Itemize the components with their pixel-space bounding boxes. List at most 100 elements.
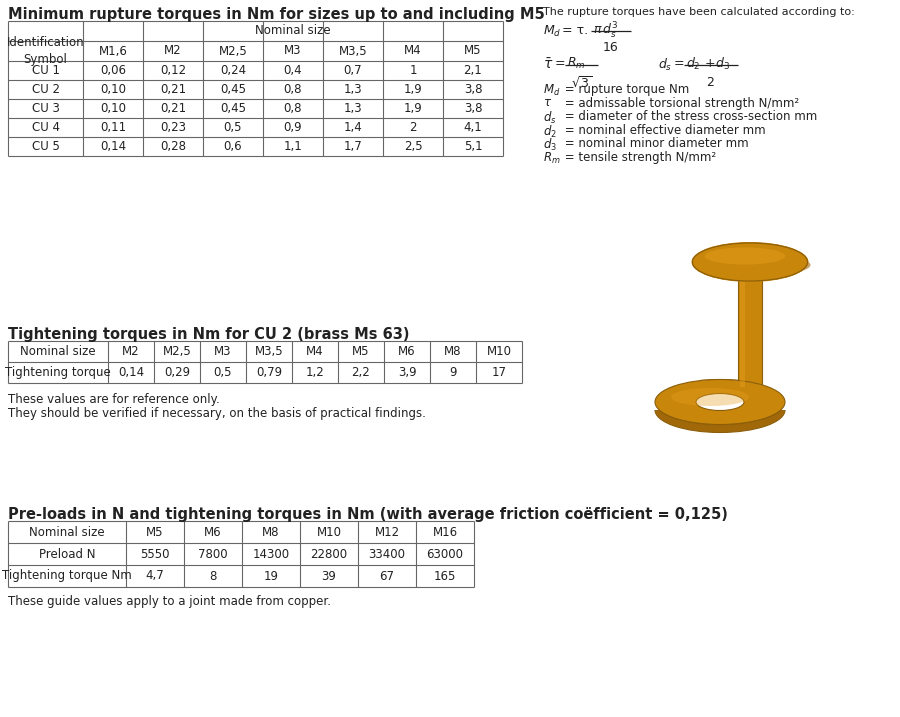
Text: 9: 9	[449, 366, 456, 379]
Text: =: =	[674, 57, 685, 70]
Text: 16: 16	[603, 41, 619, 54]
Text: 3,8: 3,8	[464, 83, 482, 96]
Text: These values are for reference only.: These values are for reference only.	[8, 393, 220, 406]
Text: 67: 67	[380, 569, 394, 582]
Text: 0,14: 0,14	[100, 140, 126, 153]
Text: 0,6: 0,6	[224, 140, 242, 153]
Text: M3: M3	[214, 345, 232, 358]
Text: = diameter of the stress cross-section mm: = diameter of the stress cross-section m…	[561, 110, 817, 123]
Text: M2,5: M2,5	[219, 44, 248, 57]
Text: $\tau$: $\tau$	[543, 97, 552, 110]
Text: 0,5: 0,5	[224, 121, 242, 134]
Text: $d_2$: $d_2$	[543, 123, 557, 140]
Text: M1,6: M1,6	[99, 44, 128, 57]
Text: 4,7: 4,7	[146, 569, 165, 582]
Text: 1,7: 1,7	[344, 140, 363, 153]
Text: 19: 19	[264, 569, 278, 582]
Ellipse shape	[655, 387, 785, 432]
Text: = tensile strength N/mm²: = tensile strength N/mm²	[561, 151, 716, 163]
Text: M3,5: M3,5	[338, 44, 367, 57]
Text: 7800: 7800	[198, 548, 228, 561]
Text: Tightening torque: Tightening torque	[5, 366, 111, 379]
Text: The rupture torques have been calculated according to:: The rupture torques have been calculated…	[543, 7, 855, 17]
Text: CU 3: CU 3	[32, 102, 59, 115]
Text: M12: M12	[374, 526, 400, 538]
Text: They should be verified if necessary, on the basis of practical findings.: They should be verified if necessary, on…	[8, 407, 426, 420]
Text: 39: 39	[321, 569, 337, 582]
Text: 63000: 63000	[427, 548, 464, 561]
Text: = rupture torque Nm: = rupture torque Nm	[561, 83, 689, 96]
Text: M5: M5	[146, 526, 164, 538]
Text: 5,1: 5,1	[464, 140, 482, 153]
Text: 22800: 22800	[310, 548, 347, 561]
Text: Minimum rupture torques in Nm for sizes up to and including M5: Minimum rupture torques in Nm for sizes …	[8, 7, 544, 22]
Text: M5: M5	[464, 44, 482, 57]
Text: Tightening torques in Nm for CU 2 (brass Ms 63): Tightening torques in Nm for CU 2 (brass…	[8, 327, 410, 342]
Text: Tightening torque Nm: Tightening torque Nm	[2, 569, 132, 582]
Ellipse shape	[738, 388, 762, 396]
Text: 3,9: 3,9	[398, 366, 417, 379]
Text: CU 4: CU 4	[32, 121, 59, 134]
Text: M2: M2	[122, 345, 140, 358]
Text: =: =	[555, 57, 565, 70]
Ellipse shape	[691, 242, 808, 282]
Text: M10: M10	[317, 526, 341, 538]
Text: M3: M3	[284, 44, 302, 57]
Text: Preload N: Preload N	[39, 548, 95, 561]
Text: 1,4: 1,4	[344, 121, 363, 134]
Text: 0,7: 0,7	[344, 64, 363, 77]
FancyBboxPatch shape	[738, 262, 762, 392]
Text: 0,14: 0,14	[118, 366, 144, 379]
Text: 0,4: 0,4	[284, 64, 302, 77]
Text: = nominal minor diameter mm: = nominal minor diameter mm	[561, 137, 749, 150]
Text: 0,9: 0,9	[284, 121, 302, 134]
Text: $M_d$: $M_d$	[543, 83, 561, 98]
Text: M8: M8	[445, 345, 462, 358]
Text: 1,9: 1,9	[403, 102, 422, 115]
Text: 165: 165	[434, 569, 456, 582]
Text: M2,5: M2,5	[163, 345, 192, 358]
Text: 0,79: 0,79	[256, 366, 282, 379]
Text: These guide values apply to a joint made from copper.: These guide values apply to a joint made…	[8, 595, 331, 608]
Text: 2: 2	[706, 76, 714, 89]
Text: $d_s$: $d_s$	[658, 57, 672, 73]
Text: Pre-loads in N and tightening torques in Nm (with average friction coëfficient =: Pre-loads in N and tightening torques in…	[8, 507, 728, 522]
Text: 0,12: 0,12	[160, 64, 186, 77]
Text: M4: M4	[404, 44, 422, 57]
Text: 0,23: 0,23	[160, 121, 186, 134]
Text: CU 2: CU 2	[32, 83, 59, 96]
Text: 0,21: 0,21	[160, 83, 186, 96]
Text: $M_d$: $M_d$	[543, 24, 562, 39]
Text: = τ.: = τ.	[562, 24, 588, 37]
Text: 0,10: 0,10	[100, 83, 126, 96]
Text: $d_s$: $d_s$	[543, 110, 556, 126]
Text: $R_m$: $R_m$	[567, 56, 586, 71]
Text: $R_m$: $R_m$	[543, 151, 561, 166]
Text: 0,28: 0,28	[160, 140, 186, 153]
Text: 17: 17	[491, 366, 507, 379]
Text: $\bar\tau$: $\bar\tau$	[543, 57, 553, 72]
Text: $d_2\,+\!d_3$: $d_2\,+\!d_3$	[686, 56, 730, 72]
Text: 1: 1	[410, 64, 417, 77]
Ellipse shape	[696, 254, 811, 276]
Text: 0,45: 0,45	[220, 102, 246, 115]
Text: 33400: 33400	[368, 548, 406, 561]
Text: 1,9: 1,9	[403, 83, 422, 96]
Text: 0,10: 0,10	[100, 102, 126, 115]
Text: M5: M5	[352, 345, 370, 358]
Text: M8: M8	[262, 526, 280, 538]
Ellipse shape	[692, 243, 807, 281]
Text: Nominal size: Nominal size	[256, 24, 331, 37]
Text: 0,21: 0,21	[160, 102, 186, 115]
Text: 2,2: 2,2	[352, 366, 371, 379]
Text: Identification
Symbol: Identification Symbol	[6, 37, 85, 65]
Text: 0,29: 0,29	[164, 366, 190, 379]
Text: 2: 2	[410, 121, 417, 134]
Text: M6: M6	[204, 526, 221, 538]
Text: Nominal size: Nominal size	[29, 526, 104, 538]
Text: = admissable torsional strength N/mm²: = admissable torsional strength N/mm²	[561, 97, 799, 110]
Text: 0,24: 0,24	[220, 64, 246, 77]
Text: M4: M4	[306, 345, 324, 358]
Text: 0,8: 0,8	[284, 83, 302, 96]
Ellipse shape	[696, 394, 744, 411]
